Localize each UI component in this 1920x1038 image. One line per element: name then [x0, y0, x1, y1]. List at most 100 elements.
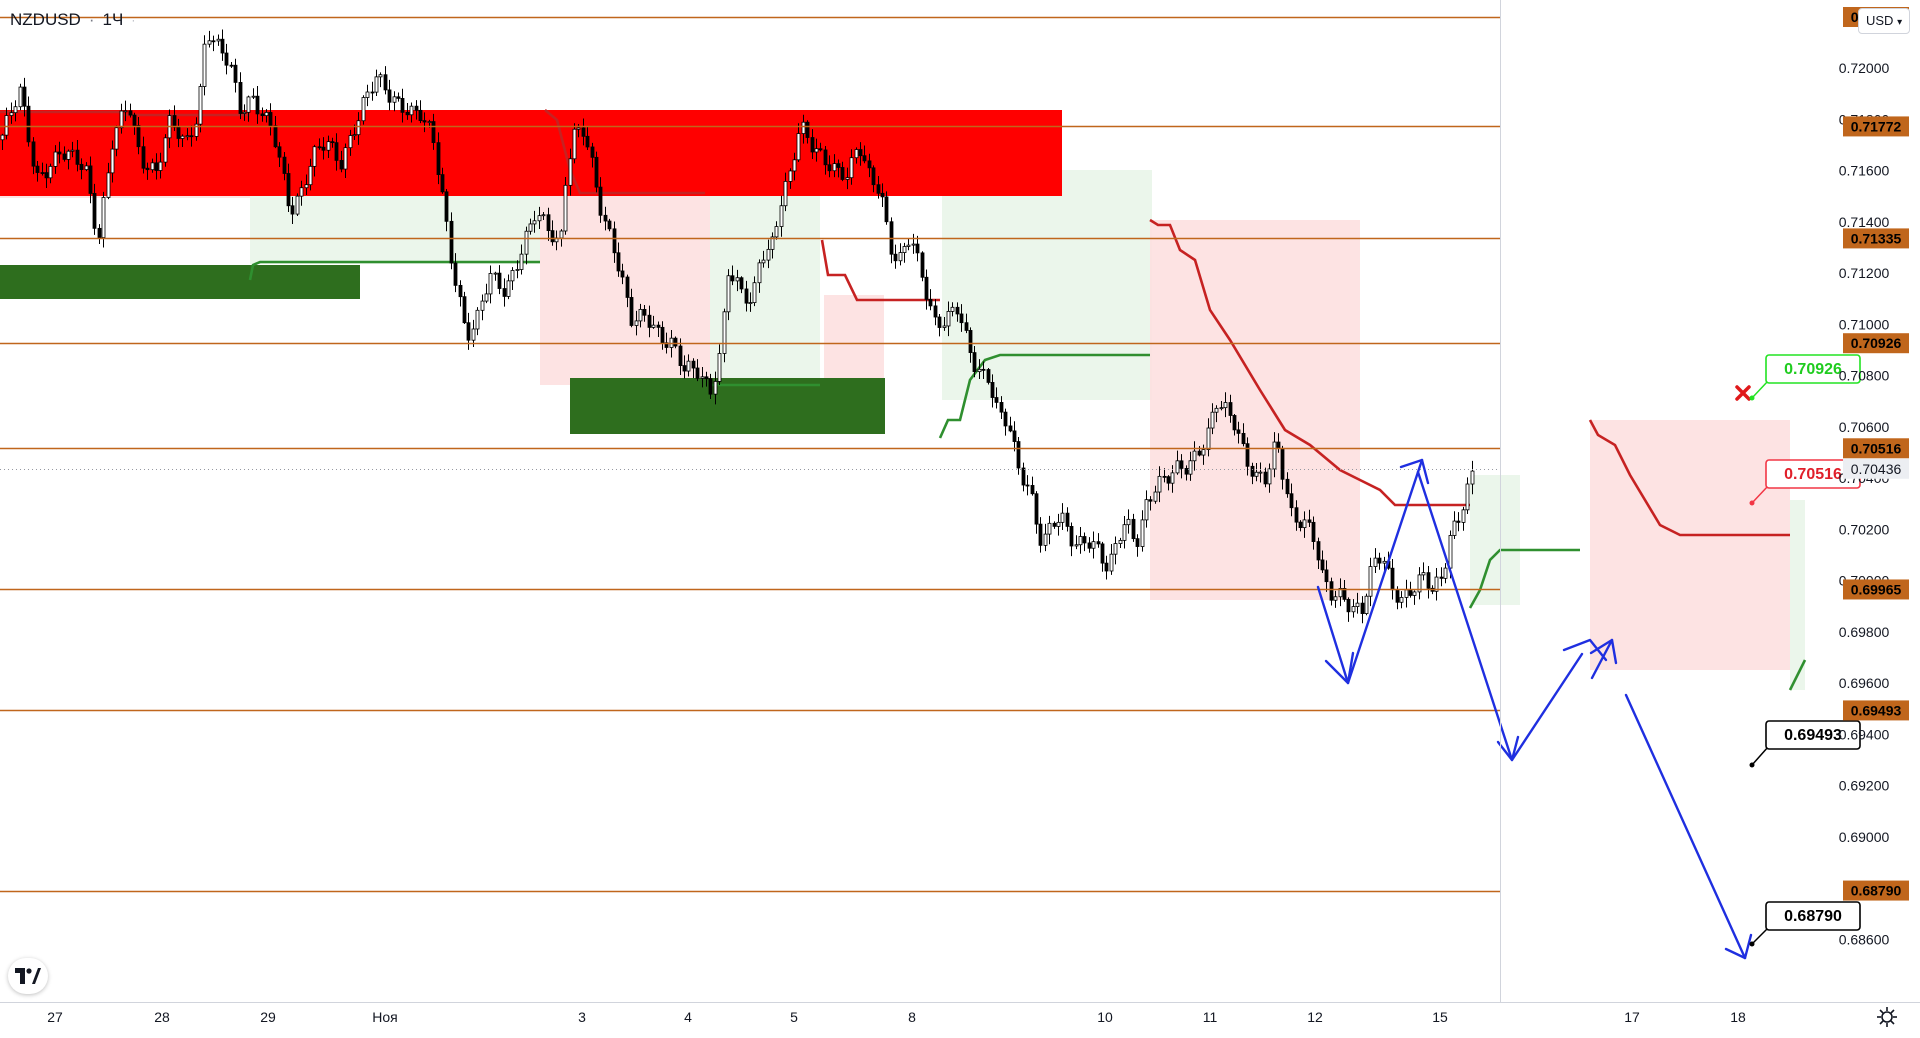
time-axis[interactable]: 27 28 29 Ноя 3 4 5 8 10 11 12 15 17 18 — [0, 1002, 1920, 1026]
time-tick-label: 15 — [1432, 1009, 1448, 1025]
candle-body — [893, 253, 898, 262]
candle-body — [268, 112, 273, 127]
candle-body — [53, 151, 58, 167]
supertrend-up-line — [1788, 659, 1807, 691]
candle-body — [1434, 576, 1439, 592]
candle-body — [1091, 541, 1096, 549]
candle-body — [114, 127, 119, 150]
candle-body — [378, 74, 383, 78]
candle-body — [48, 166, 53, 179]
candle-body — [198, 86, 203, 125]
callout-anchor — [1749, 395, 1755, 401]
candle-body — [700, 376, 705, 379]
candle-body — [594, 156, 599, 188]
callout-box — [1765, 354, 1861, 384]
candle-body — [1346, 598, 1351, 613]
candle-body — [1157, 475, 1162, 493]
candle-body — [726, 275, 731, 313]
settings-button[interactable] — [1874, 1004, 1900, 1030]
currency-label: USD — [1866, 13, 1894, 28]
candle-body — [458, 284, 463, 298]
candle-body — [488, 273, 493, 295]
candle-body — [713, 381, 718, 395]
candle-body — [607, 220, 612, 230]
callout-label: 0.69493 — [1784, 727, 1842, 744]
candle-body — [392, 96, 397, 103]
time-tick-label: Ноя — [372, 1009, 397, 1025]
candle-body — [365, 91, 370, 98]
candle-body — [180, 135, 185, 139]
candle-body — [1087, 542, 1092, 549]
candle-body — [1465, 483, 1470, 511]
candle-body — [106, 172, 111, 198]
candle-body — [598, 186, 603, 216]
candle-body — [1404, 589, 1409, 598]
price-axis[interactable]: 0.720000.718000.716000.714000.712000.710… — [1500, 0, 1910, 1002]
callout-pointer — [1751, 746, 1769, 766]
candle-body — [1166, 476, 1171, 484]
candle-body — [744, 288, 749, 304]
price-callout[interactable]: 0.70926 — [1749, 354, 1861, 401]
arrow-head — [1724, 933, 1753, 960]
candle-body — [396, 96, 401, 99]
timeframe-label[interactable]: 1Ч — [102, 10, 124, 29]
candle-body — [730, 275, 735, 282]
candle-body — [915, 243, 920, 254]
price-callout[interactable]: 0.69493 — [1749, 720, 1861, 768]
candle-body — [150, 162, 155, 171]
candle-body — [92, 193, 97, 229]
candle-body — [163, 137, 168, 163]
candle-body — [286, 173, 291, 207]
signal-close-icon — [1735, 385, 1751, 401]
candle-body — [1452, 520, 1457, 536]
zones-layer — [0, 110, 1805, 690]
candle-body — [110, 148, 115, 174]
candle-body — [739, 277, 744, 290]
price-tick-label: 0.69000 — [1839, 829, 1890, 845]
price-callout[interactable]: 0.68790 — [1749, 901, 1861, 947]
candle-body — [761, 259, 766, 264]
candle-body — [238, 82, 243, 114]
candle-body — [994, 397, 999, 403]
supertrend-up-line — [938, 353, 1150, 439]
callout-box — [1765, 901, 1861, 931]
candle-body — [277, 146, 282, 158]
candle-body — [1285, 478, 1290, 495]
candle-body — [1008, 425, 1013, 432]
candle-body — [1364, 595, 1369, 614]
candle-body — [0, 134, 5, 141]
candle-body — [1368, 566, 1373, 597]
candle-body — [920, 252, 925, 278]
candle-body — [387, 89, 392, 103]
candle-body — [546, 214, 551, 231]
candle-body — [537, 215, 542, 222]
candle-body — [1395, 589, 1400, 603]
candle-body — [1140, 519, 1145, 547]
candle-body — [933, 305, 938, 318]
candle-body — [334, 142, 339, 161]
tradingview-logo[interactable] — [8, 958, 48, 994]
currency-select[interactable]: USD ▾ — [1858, 8, 1911, 34]
candle-body — [1100, 543, 1105, 564]
price-tick-label: 0.70800 — [1839, 368, 1890, 384]
candle-body — [1047, 522, 1052, 535]
candle-body — [757, 262, 762, 284]
candle-body — [321, 146, 326, 151]
candle-body — [603, 214, 608, 222]
gear-icon — [1877, 1007, 1897, 1027]
symbol-header: NZDUSD · 1Ч · — [10, 10, 135, 30]
candle-body — [242, 111, 247, 114]
candle-body — [326, 141, 331, 151]
candle-body — [409, 105, 414, 116]
candle-body — [4, 115, 9, 136]
supertrend-fill — [1470, 475, 1520, 605]
candle-body — [431, 121, 436, 144]
candle-body — [647, 314, 652, 328]
callout-label: 0.68790 — [1784, 908, 1842, 925]
candle-body — [884, 196, 889, 223]
candle-body — [664, 342, 669, 348]
candle-body — [515, 269, 520, 271]
support-zone-2 — [570, 378, 885, 434]
candle-body — [638, 308, 643, 322]
